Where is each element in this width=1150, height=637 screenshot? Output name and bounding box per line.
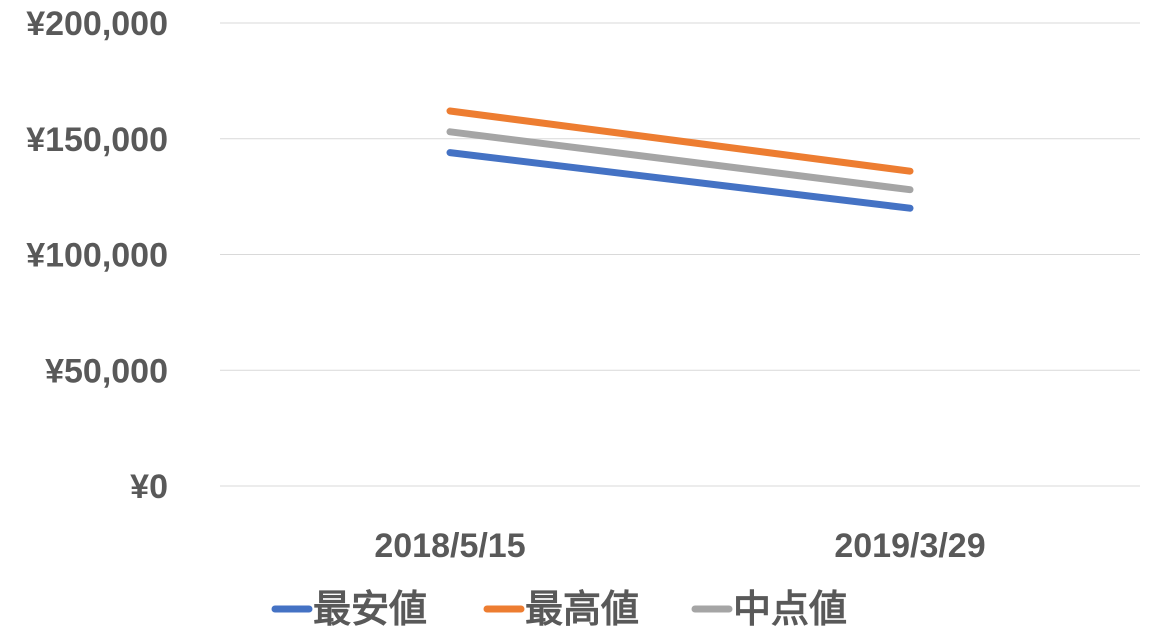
x-tick-label: 2018/5/15 xyxy=(374,527,525,565)
x-tick-label: 2019/3/29 xyxy=(834,527,985,565)
x-axis-tick-labels: 2018/5/15 2019/3/29 xyxy=(374,527,985,565)
series-line-1 xyxy=(446,149,914,212)
y-tick-label: ¥100,000 xyxy=(26,237,168,275)
gridlines xyxy=(220,22,1140,487)
legend: 最安値 最高値 中点値 xyxy=(271,589,847,631)
y-tick-label: ¥200,000 xyxy=(26,5,168,43)
series-lines xyxy=(446,107,914,212)
y-tick-label: ¥150,000 xyxy=(26,121,168,159)
legend-label: 中点値 xyxy=(733,589,847,631)
legend-label: 最安値 xyxy=(313,589,427,631)
y-tick-label: ¥50,000 xyxy=(45,352,168,390)
series-line-2 xyxy=(446,107,914,175)
series-line-3 xyxy=(446,128,914,194)
y-tick-label: ¥0 xyxy=(130,468,168,506)
legend-label: 最高値 xyxy=(525,589,639,631)
y-axis-tick-labels: ¥0 ¥50,000 ¥100,000 ¥150,000 ¥200,000 xyxy=(26,5,168,506)
